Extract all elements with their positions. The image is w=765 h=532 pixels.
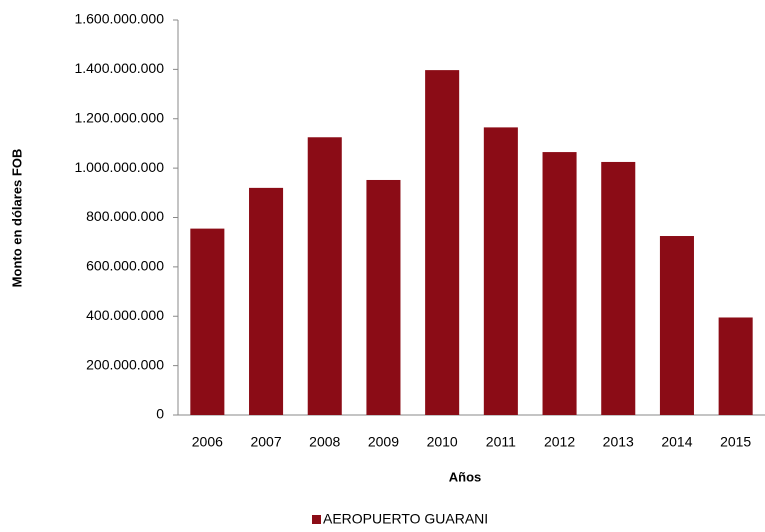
x-tick-label: 2009 [368,434,399,450]
x-tick-label: 2010 [427,434,458,450]
y-tick-label: 1.600.000.000 [74,11,164,27]
y-tick-label: 0 [156,406,164,422]
bar [659,236,694,415]
bar [307,137,342,415]
y-tick-label: 400.000.000 [86,307,164,323]
y-tick-label: 200.000.000 [86,356,164,372]
x-tick-label: 2007 [250,434,281,450]
x-tick-label: 2011 [486,434,516,450]
bar [425,70,460,415]
x-tick-label: 2014 [661,434,692,450]
y-axis-title: Monto en dólares FOB [9,149,24,288]
y-tick-label: 1.000.000.000 [74,159,164,175]
bar [542,152,577,415]
bar [601,161,636,415]
bar [249,187,284,415]
y-tick-label: 600.000.000 [86,258,164,274]
y-tick-label: 1.200.000.000 [74,109,164,125]
x-axis-title: Años [449,469,482,484]
x-tick-label: 2008 [309,434,340,450]
bar [190,228,225,415]
bar [483,127,518,415]
bar [366,179,401,415]
x-tick-label: 2006 [192,434,223,450]
legend-swatch [312,515,321,524]
y-tick-label: 1.400.000.000 [74,60,164,76]
x-tick-label: 2013 [603,434,634,450]
legend-label: AEROPUERTO GUARANI [323,511,488,527]
x-tick-label: 2015 [720,434,751,450]
x-tick-label: 2012 [544,434,575,450]
y-tick-label: 800.000.000 [86,208,164,224]
bar [718,317,753,415]
